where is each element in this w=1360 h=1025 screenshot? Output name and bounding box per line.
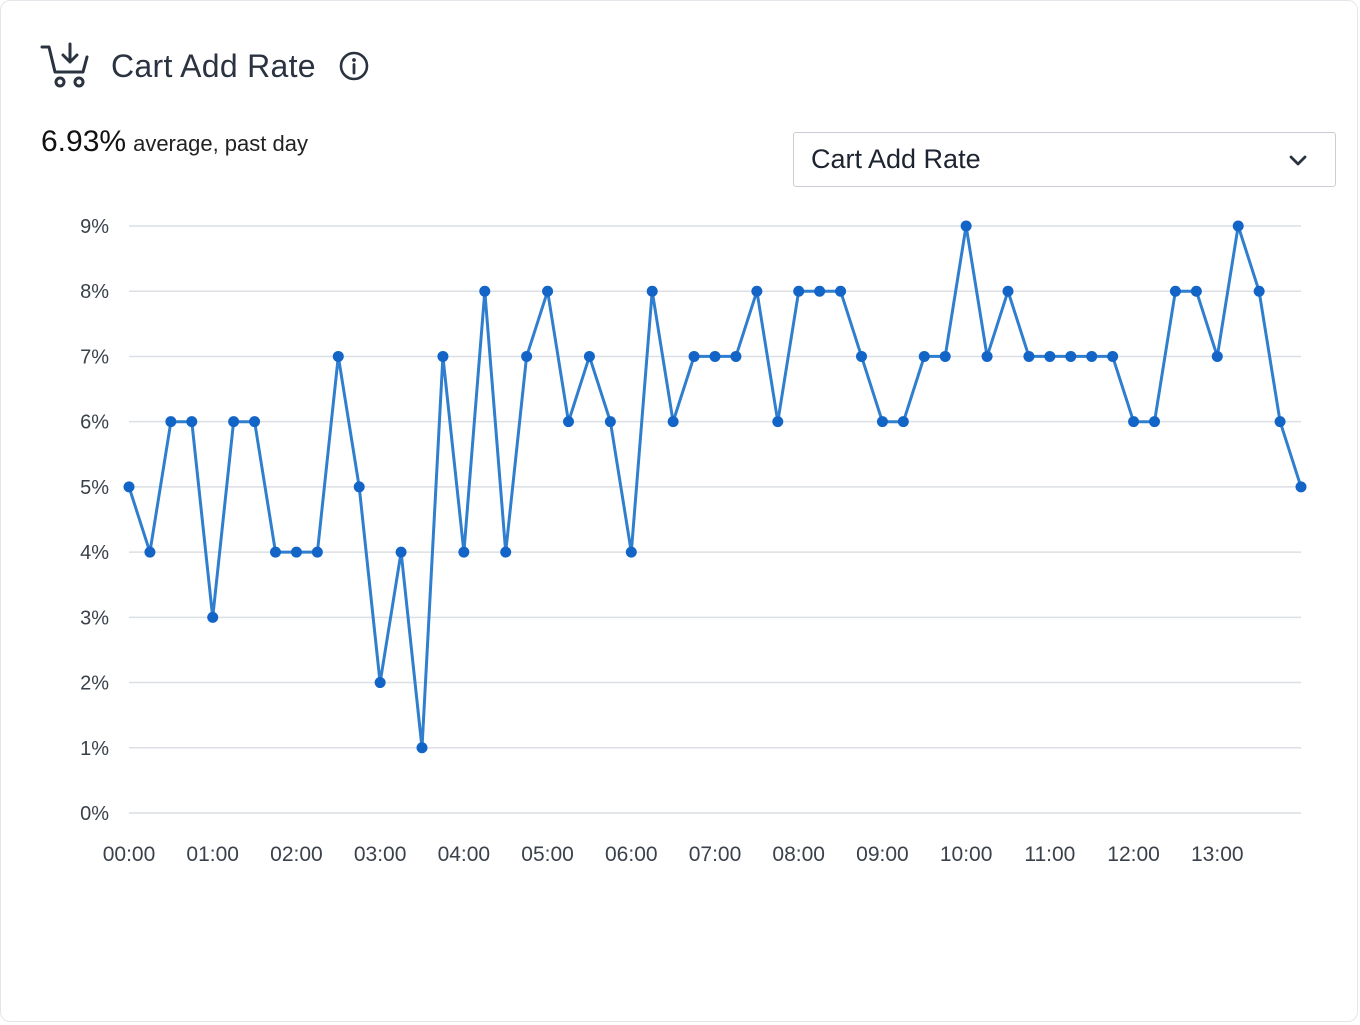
metric-select-value: Cart Add Rate <box>811 144 981 174</box>
data-point <box>772 416 784 428</box>
y-tick-label: 7% <box>80 346 109 368</box>
data-point <box>625 546 637 558</box>
average-value: 6.93% <box>41 125 127 158</box>
average-summary: 6.93% average, past day <box>41 125 308 159</box>
data-point <box>688 350 700 362</box>
data-point <box>563 416 574 428</box>
data-point <box>856 350 867 362</box>
x-tick-label: 07:00 <box>689 843 742 866</box>
data-point <box>1190 285 1202 297</box>
y-tick-label: 9% <box>80 216 109 238</box>
y-tick-label: 5% <box>80 477 109 499</box>
data-point <box>353 481 365 493</box>
data-point <box>960 220 972 232</box>
metric-select[interactable]: Cart Add Rate <box>793 132 1336 187</box>
data-point <box>521 350 533 362</box>
data-point <box>814 285 826 297</box>
data-point <box>1023 350 1035 362</box>
data-point <box>981 350 993 362</box>
chevron-down-icon <box>1287 149 1309 171</box>
x-tick-label: 12:00 <box>1107 843 1160 866</box>
x-tick-label: 01:00 <box>186 843 239 866</box>
data-point <box>228 416 240 428</box>
data-point <box>751 285 763 297</box>
data-point <box>123 481 135 493</box>
y-tick-label: 3% <box>80 607 109 629</box>
x-tick-label: 06:00 <box>605 843 658 866</box>
data-point <box>1232 220 1244 232</box>
x-tick-label: 03:00 <box>354 843 407 866</box>
data-point <box>897 416 909 428</box>
data-point <box>730 350 742 362</box>
data-point <box>1149 416 1160 428</box>
data-point <box>165 416 177 428</box>
data-point <box>1211 350 1223 362</box>
data-point <box>332 350 344 362</box>
data-point <box>1065 350 1077 362</box>
data-point <box>479 285 491 297</box>
data-point <box>500 546 512 558</box>
data-point <box>709 350 721 362</box>
cart-download-icon <box>39 42 91 90</box>
data-point <box>249 416 261 428</box>
data-point <box>395 546 407 558</box>
data-point <box>583 350 595 362</box>
data-point <box>604 416 616 428</box>
y-tick-label: 6% <box>80 412 109 434</box>
data-point <box>1086 350 1098 362</box>
data-point <box>374 677 386 689</box>
data-point <box>311 546 323 558</box>
average-caption: average, past day <box>133 131 308 156</box>
data-point <box>416 742 428 754</box>
x-tick-label: 11:00 <box>1024 843 1075 866</box>
data-point <box>437 350 449 362</box>
y-tick-label: 8% <box>80 281 109 303</box>
x-tick-label: 13:00 <box>1191 843 1244 866</box>
x-tick-label: 00:00 <box>103 843 156 866</box>
x-tick-label: 05:00 <box>521 843 574 866</box>
data-point <box>186 416 198 428</box>
data-point <box>270 546 281 558</box>
data-point <box>144 546 156 558</box>
y-tick-label: 1% <box>80 738 109 760</box>
data-point <box>1107 350 1119 362</box>
data-point <box>1169 285 1181 297</box>
data-point <box>1128 416 1140 428</box>
card-header: Cart Add Rate <box>39 41 370 91</box>
y-tick-label: 2% <box>80 673 109 695</box>
data-point <box>667 416 679 428</box>
y-tick-label: 4% <box>80 542 109 564</box>
x-tick-label: 10:00 <box>940 843 993 866</box>
x-tick-label: 02:00 <box>270 843 323 866</box>
info-circle-icon[interactable] <box>338 50 370 82</box>
data-point <box>793 285 805 297</box>
x-tick-label: 08:00 <box>772 843 825 866</box>
x-tick-label: 09:00 <box>856 843 909 866</box>
data-point <box>1274 416 1286 428</box>
data-point <box>876 416 888 428</box>
data-point <box>290 546 302 558</box>
data-point <box>646 285 658 297</box>
x-tick-label: 04:00 <box>438 843 491 866</box>
data-point <box>1002 285 1014 297</box>
data-point <box>835 285 847 297</box>
data-point <box>1044 350 1056 362</box>
card-title: Cart Add Rate <box>111 47 316 84</box>
data-point <box>458 546 470 558</box>
data-point <box>542 285 554 297</box>
data-point <box>918 350 930 362</box>
y-tick-label: 0% <box>80 803 109 825</box>
data-point <box>207 611 219 623</box>
data-point <box>939 350 951 362</box>
data-point <box>1253 285 1265 297</box>
data-point <box>1295 481 1307 493</box>
